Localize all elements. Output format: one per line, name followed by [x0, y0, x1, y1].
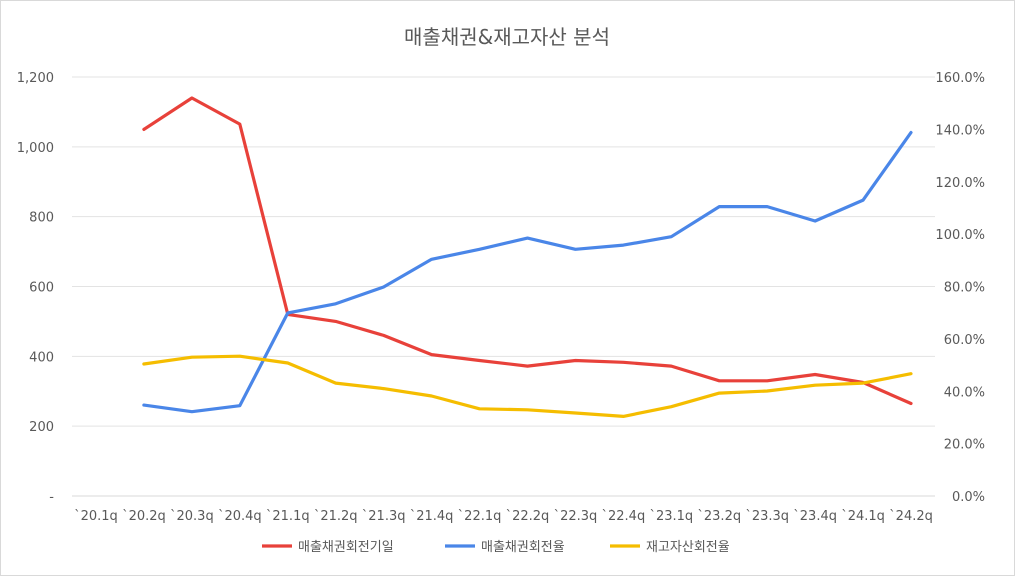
legend-item: 매출채권회전기일 [262, 540, 394, 555]
right-tick-label: 120.0% [935, 176, 985, 191]
legend-item: 매출채권회전율 [445, 540, 565, 555]
right-tick-label: 100.0% [935, 228, 985, 243]
left-tick-label: 800 [29, 211, 54, 226]
x-tick-label: `21.2q [314, 509, 358, 524]
right-axis-ticks: 0.0% 20.0% 40.0% 60.0% 80.0% 100.0% 120.0% 140.… [935, 71, 985, 505]
x-tick-label: `23.4q [793, 509, 837, 524]
left-tick-label: 1,000 [17, 141, 54, 156]
right-tick-label: 140.0% [935, 123, 985, 138]
legend-label: 매출채권회전기일 [298, 540, 394, 555]
x-tick-label: `23.2q [697, 509, 741, 524]
series-line [142, 130, 913, 414]
left-tick-label: 600 [29, 281, 54, 296]
left-tick-label: 1,200 [17, 71, 54, 86]
x-tick-label: `22.2q [506, 509, 550, 524]
series-line [142, 354, 913, 418]
x-tick-label: `22.4q [602, 509, 646, 524]
gridlines [72, 76, 935, 497]
right-tick-label: 20.0% [944, 438, 985, 453]
legend-label: 재고자산회전율 [646, 540, 730, 555]
series-line [142, 96, 913, 406]
x-tick-label: `21.1q [266, 509, 310, 524]
x-tick-label: `20.1q [74, 509, 118, 524]
x-tick-label: `22.1q [458, 509, 502, 524]
x-tick-label: `24.1q [841, 509, 885, 524]
legend-label: 매출채권회전율 [481, 540, 565, 555]
left-tick-label: 200 [29, 420, 54, 435]
x-tick-label: `20.2q [122, 509, 166, 524]
legend-item: 재고자산회전율 [610, 540, 730, 555]
legend: 매출채권회전기일 매출채권회전율 재고자산회전율 [262, 540, 730, 555]
chart-title: 매출채권&재고자산 분석 [404, 25, 610, 49]
right-tick-label: 160.0% [935, 71, 985, 86]
x-tick-label: `22.3q [554, 509, 598, 524]
x-tick-label: `23.3q [745, 509, 789, 524]
left-axis-ticks: - 200 400 600 800 1,000 1,200 [17, 71, 55, 505]
right-tick-label: 80.0% [944, 281, 985, 296]
left-tick-label: 400 [29, 350, 54, 365]
x-tick-label: `23.1q [649, 509, 693, 524]
x-tick-label: `21.3q [362, 509, 406, 524]
right-tick-label: 60.0% [944, 333, 985, 348]
x-tick-label: `21.4q [410, 509, 454, 524]
x-axis-ticks: `20.1q `20.2q `20.3q `20.4q `21.1q `21.2q `21.… [74, 509, 933, 524]
left-tick-label: - [49, 490, 54, 505]
x-tick-label: `24.2q [889, 509, 933, 524]
right-tick-label: 0.0% [952, 490, 985, 505]
series-lines [142, 96, 913, 418]
x-tick-label: `20.4q [218, 509, 262, 524]
right-tick-label: 40.0% [944, 385, 985, 400]
x-tick-label: `20.3q [170, 509, 214, 524]
